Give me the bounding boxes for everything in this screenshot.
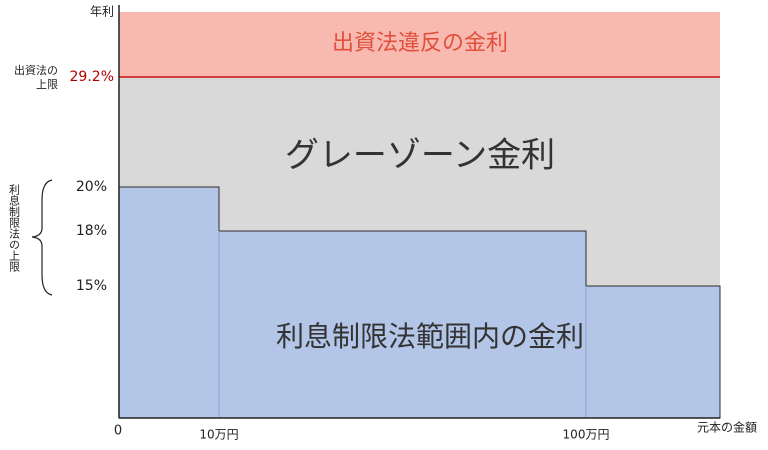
y-tick-label: 29.2%	[70, 69, 114, 85]
y-tick-label: 18%	[76, 223, 107, 239]
annotation: 利息制限法の上限	[8, 184, 21, 272]
annotation: 上限	[36, 78, 58, 91]
x-origin-label: 0	[114, 424, 122, 439]
y-axis-label: 年利	[90, 5, 114, 19]
x-axis-label: 元本の金額	[697, 420, 757, 435]
y-tick-label: 20%	[76, 179, 107, 195]
brace	[31, 179, 53, 296]
region-label: 利息制限法範囲内の金利	[276, 320, 584, 353]
x-tick-label: 10万円	[199, 428, 238, 442]
annotation: 出資法の	[14, 63, 58, 77]
y-tick-label: 15%	[76, 278, 107, 294]
illegal-region	[119, 12, 720, 77]
x-tick-label: 100万円	[563, 428, 610, 442]
region-label: グレーゾーン金利	[285, 136, 555, 176]
region-label: 出資法違反の金利	[332, 31, 508, 56]
